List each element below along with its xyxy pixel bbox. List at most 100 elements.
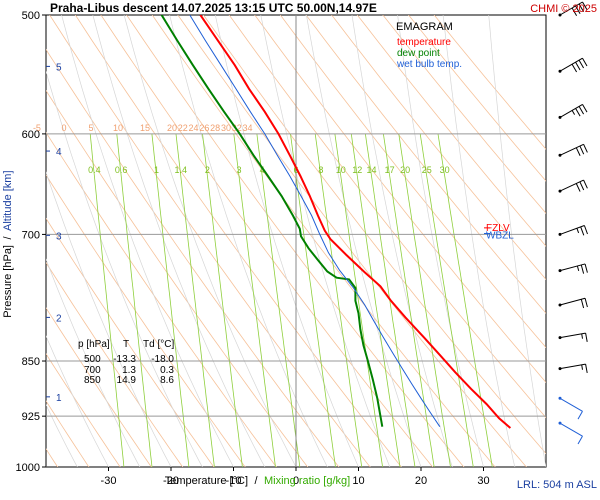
moist-adiabat bbox=[169, 15, 328, 467]
y-axis-separator: / bbox=[2, 236, 14, 240]
moist-adiabat bbox=[46, 70, 203, 467]
barb-dot bbox=[558, 396, 562, 400]
potential-temp-label: 30 bbox=[221, 123, 231, 133]
barb-shaft bbox=[559, 363, 586, 370]
barb-shaft bbox=[559, 225, 585, 235]
barb-flag bbox=[579, 181, 585, 191]
table-row-t: 1.3 bbox=[122, 365, 136, 376]
dry-adiabat bbox=[46, 174, 246, 467]
y-tick-label: 850 bbox=[22, 356, 40, 368]
mixing-ratio-label: 20 bbox=[400, 165, 410, 175]
barb-shaft bbox=[559, 1, 583, 16]
barb-flag bbox=[580, 264, 585, 274]
barb-dot bbox=[558, 336, 562, 340]
moist-adiabat bbox=[46, 335, 109, 467]
barb-dot bbox=[558, 232, 562, 236]
mixing-ratio-line bbox=[398, 133, 451, 467]
dry-adiabat bbox=[279, 15, 546, 349]
barb-flag bbox=[582, 57, 588, 67]
dry-adiabat bbox=[46, 261, 184, 467]
legend-title: EMAGRAM bbox=[396, 21, 453, 33]
legend-wet-bulb: wet bulb temp. bbox=[396, 59, 462, 70]
copyright: CHMI © 2025 bbox=[530, 3, 597, 15]
moist-adiabat bbox=[442, 15, 516, 467]
mixing-ratio-lines bbox=[89, 133, 493, 467]
barb-flag bbox=[584, 263, 588, 273]
barb-shaft bbox=[559, 103, 583, 118]
mixing-ratio-label: 14 bbox=[366, 165, 376, 175]
wind-barb bbox=[558, 396, 583, 420]
mixing-ratio-label: 6 bbox=[294, 165, 299, 175]
y-tick-label: 1000 bbox=[16, 462, 40, 474]
altitude-tick-label: 4 bbox=[56, 147, 62, 158]
barb-flag bbox=[584, 298, 588, 308]
dry-adiabat bbox=[228, 15, 546, 419]
y-axis-pressure-title: Pressure [hPa] bbox=[2, 245, 14, 318]
y-tick-label: 925 bbox=[22, 411, 40, 423]
y-tick-label: 700 bbox=[22, 229, 40, 241]
table-row-t: -13.3 bbox=[113, 354, 136, 365]
potential-temp-label: 0 bbox=[61, 123, 66, 133]
dry-adiabat bbox=[46, 217, 215, 467]
x-tick-label: 10 bbox=[352, 475, 364, 487]
barb-flag bbox=[577, 435, 583, 445]
moist-adiabat bbox=[260, 15, 391, 467]
mixing-ratio-line bbox=[233, 133, 276, 467]
x-axis-title: Temperature [°C] bbox=[165, 475, 248, 487]
barb-dot bbox=[558, 269, 562, 273]
wind-barb bbox=[558, 363, 588, 374]
y-axis-title: Pressure [hPa] / Altitude [km] bbox=[2, 170, 14, 317]
barb-half-flag bbox=[576, 265, 580, 271]
moist-adiabat bbox=[123, 15, 297, 467]
barb-flag bbox=[583, 225, 588, 235]
altitude-tick-label: 5 bbox=[56, 62, 62, 73]
series-temperature bbox=[199, 15, 512, 429]
moist-adiabat bbox=[214, 15, 359, 467]
barb-flag bbox=[575, 147, 581, 156]
barb-flag bbox=[580, 299, 585, 309]
mixing-ratio-label: 0.6 bbox=[115, 165, 128, 175]
table-row-p: 500 bbox=[84, 354, 101, 365]
x-tick-label: -20 bbox=[163, 475, 179, 487]
table-row-td: 8.6 bbox=[160, 375, 174, 386]
table-row-p: 700 bbox=[84, 365, 101, 376]
dry-adiabat bbox=[331, 15, 546, 281]
barb-half-flag bbox=[571, 110, 576, 115]
dry-adiabat bbox=[46, 48, 340, 467]
mixing-ratio-line bbox=[350, 133, 401, 467]
table-row-td: 0.3 bbox=[160, 365, 174, 376]
barb-dot bbox=[558, 303, 562, 307]
altitude-ticks: 1 2 3 4 5 bbox=[46, 62, 62, 404]
wind-barb bbox=[558, 297, 588, 309]
mixing-ratio-label: 25 bbox=[422, 165, 432, 175]
y-tick-label: 500 bbox=[22, 10, 40, 22]
mixing-ratio-line bbox=[116, 133, 153, 467]
potential-temp-label: -5 bbox=[33, 123, 41, 133]
barb-flag bbox=[577, 411, 583, 420]
y-axis-ticks: 500 600 700 850 925 1000 bbox=[16, 10, 46, 474]
mixing-ratio-label: 2 bbox=[205, 165, 210, 175]
mixing-ratio-label: 3 bbox=[236, 165, 241, 175]
dry-adiabat bbox=[46, 131, 277, 467]
sounding-series bbox=[160, 15, 512, 429]
table-row-p: 850 bbox=[84, 375, 101, 386]
altitude-tick-label: 3 bbox=[56, 231, 62, 242]
mixing-ratio-line bbox=[202, 133, 243, 467]
fzlv-label: FZLV bbox=[486, 223, 510, 234]
barb-dot bbox=[558, 69, 562, 73]
potential-temp-label: 10 bbox=[113, 123, 123, 133]
mixing-ratio-line bbox=[314, 133, 363, 467]
wind-barb bbox=[558, 103, 588, 119]
dry-adiabat bbox=[46, 400, 90, 467]
x-axis-mixing-title: Mixing ratio [g/kg] bbox=[264, 475, 350, 487]
barb-shaft bbox=[559, 332, 586, 339]
moist-adiabat bbox=[397, 15, 484, 467]
barb-flag bbox=[571, 63, 578, 73]
barb-half-flag bbox=[581, 333, 583, 339]
potential-temp-label: 26 bbox=[199, 123, 209, 133]
mixing-ratio-line bbox=[334, 133, 384, 467]
wind-barb bbox=[558, 179, 588, 193]
wind-barb bbox=[558, 1, 588, 17]
barb-flag bbox=[585, 333, 588, 342]
